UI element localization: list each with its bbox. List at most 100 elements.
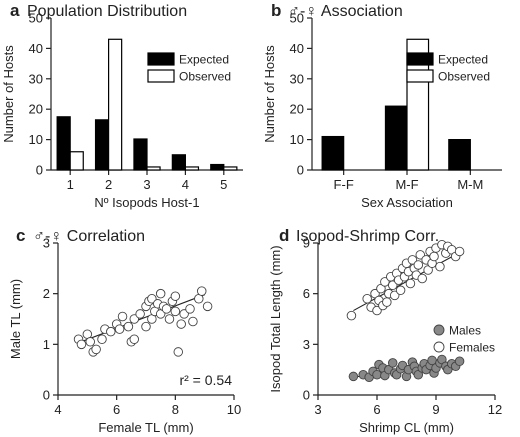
x-tick-label: M-M	[457, 177, 483, 192]
data-point	[161, 304, 172, 314]
y-tick-label: 3	[43, 236, 50, 251]
x-tick-label: 4	[54, 402, 61, 417]
y-tick-label: 0	[36, 163, 43, 178]
legend-swatch	[147, 69, 175, 83]
data-point-females	[429, 251, 439, 262]
data-point-females	[382, 297, 392, 307]
data-point-males	[348, 371, 359, 382]
panel-letter-b: b	[271, 1, 281, 20]
data-point	[106, 326, 116, 337]
x-tick-label: 3	[314, 402, 321, 417]
x-tick-label: 5	[220, 177, 227, 192]
legend-swatch	[406, 69, 434, 83]
y-tick-label: 40	[29, 41, 43, 56]
bar-expected	[321, 135, 345, 171]
data-point-females	[380, 277, 390, 287]
data-point	[129, 334, 140, 345]
x-tick-label: 1	[67, 177, 74, 192]
panel-title: Isopod-Shrimp Corr.	[296, 228, 439, 245]
y-tick-label: 1	[43, 337, 50, 352]
legend-label: Females	[449, 341, 495, 355]
y-tick-label: 2	[43, 286, 50, 301]
data-point	[117, 311, 128, 322]
data-point-females	[389, 290, 400, 301]
r-squared-annotation: r² = 0.54	[179, 372, 232, 388]
data-point-females	[417, 273, 427, 284]
bar-observed	[69, 151, 84, 171]
bar-expected	[56, 116, 71, 171]
x-tick-label: F-F	[334, 177, 354, 192]
y-tick-label: 10	[290, 132, 304, 147]
y-tick-label: 0	[297, 163, 304, 178]
legend-marker	[433, 341, 445, 353]
panel-b: b ♂-♀ Association 0 10 20 30 40 50 Sex Associati…	[262, 1, 502, 210]
legend-marker	[433, 324, 445, 336]
data-point	[135, 309, 145, 319]
panel-title: Population Distribution	[27, 3, 187, 20]
data-point-females	[362, 293, 372, 304]
data-point-females	[372, 305, 382, 316]
panel-a: a Population Distribution 0 10 20 30 40 50 Nº Is…	[1, 1, 243, 210]
bar-expected	[133, 138, 148, 171]
legend-label: Males	[449, 324, 481, 338]
x-tick-label: M-F	[395, 177, 418, 192]
legend-label: Observed	[438, 70, 490, 84]
data-point	[141, 321, 151, 332]
y-tick-label: 6	[303, 286, 310, 301]
data-point	[185, 304, 195, 314]
bar-expected	[448, 139, 471, 171]
data-point-females	[405, 278, 416, 289]
y-tick-label: 10	[29, 132, 43, 147]
bar-expected	[384, 105, 408, 171]
bar-observed	[107, 38, 123, 171]
y-tick-label: 30	[290, 71, 304, 86]
y-tick-label: 30	[29, 71, 43, 86]
x-tick-label: 9	[432, 402, 439, 417]
bar-observed	[223, 166, 238, 171]
data-point	[173, 347, 184, 357]
legend-swatch	[147, 52, 175, 66]
x-axis-label: Female TL (mm)	[98, 420, 193, 435]
y-tick-label: 40	[290, 41, 304, 56]
x-tick-label: 6	[113, 402, 120, 417]
data-point	[85, 337, 96, 347]
data-point-females	[413, 260, 424, 270]
x-tick-label: 3	[143, 177, 150, 192]
data-point-females	[346, 310, 357, 321]
x-tick-label: 12	[488, 402, 502, 417]
legend-label: Expected	[438, 53, 488, 67]
panel-letter-d: d	[279, 226, 289, 245]
data-point-females	[415, 250, 426, 260]
y-tick-label: 9	[303, 236, 310, 251]
panel-letter-a: a	[10, 1, 20, 20]
x-axis-label: Shrimp CL (mm)	[359, 420, 454, 435]
x-tick-label: 4	[182, 177, 189, 192]
y-axis-label: Male TL (mm)	[8, 279, 23, 359]
data-point	[123, 321, 134, 332]
bar-expected	[210, 163, 225, 171]
data-point	[188, 316, 198, 327]
y-tick-label: 20	[29, 102, 43, 117]
x-tick-label: 8	[172, 402, 179, 417]
data-point-males	[454, 356, 465, 366]
data-point	[164, 314, 175, 324]
bar-observed	[146, 166, 161, 171]
y-tick-label: 50	[29, 11, 43, 26]
x-axis-label: Nº Isopods Host-1	[94, 195, 199, 210]
data-point-females	[454, 246, 465, 257]
y-axis-label: Isopod Total Length (mm)	[268, 245, 283, 392]
data-point	[114, 324, 125, 334]
legend-label: Observed	[179, 70, 231, 84]
bar-expected	[171, 154, 186, 171]
bar-observed	[184, 166, 200, 171]
y-axis-label: Number of Hosts	[1, 45, 16, 143]
panel-c: c ♂-♀ Correlation 0 1 2 3 Female TL (mm) Male T…	[8, 226, 241, 435]
y-tick-label: 50	[290, 11, 304, 26]
data-point-females	[395, 285, 406, 296]
x-tick-label: 10	[227, 402, 241, 417]
data-point	[76, 339, 87, 350]
legend-label: Expected	[179, 53, 229, 67]
data-point-females	[387, 280, 398, 290]
